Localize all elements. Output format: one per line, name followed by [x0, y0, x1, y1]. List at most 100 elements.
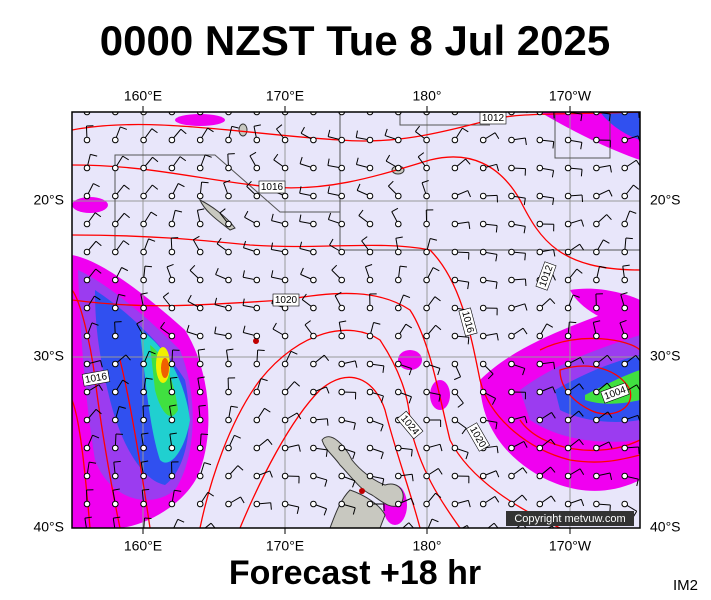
barb-flag — [125, 354, 131, 361]
barb-flag — [552, 197, 555, 205]
barb-station — [423, 332, 430, 340]
island-marker — [253, 338, 259, 344]
barb-station — [140, 276, 147, 284]
barb-flag — [242, 240, 247, 248]
barb-flag — [92, 434, 100, 439]
barb-station — [83, 388, 91, 396]
barb-station — [281, 276, 289, 284]
barb-station — [479, 360, 487, 368]
barb-flag — [524, 303, 528, 311]
barb-station — [366, 136, 374, 144]
barb-station — [168, 444, 176, 452]
island — [238, 123, 248, 137]
barb-flag — [242, 270, 245, 278]
barb-station — [338, 248, 346, 256]
barb-flag — [148, 238, 156, 242]
barb-station — [479, 164, 487, 172]
barb-flag — [100, 360, 103, 368]
barb-station — [253, 220, 261, 228]
barb-flag — [151, 184, 159, 190]
barb-flag — [405, 323, 413, 329]
barb-flag — [276, 124, 283, 130]
barb-station — [225, 332, 232, 340]
barb-flag — [572, 294, 580, 298]
copyright: Copyright metvuw.com — [514, 513, 625, 525]
barb-flag — [355, 157, 359, 165]
barb-flag — [524, 416, 528, 424]
barb-flag — [136, 319, 144, 325]
barb-station — [508, 136, 515, 144]
barb-flag — [327, 212, 332, 220]
barb-station — [112, 304, 119, 312]
barb-flag — [300, 126, 305, 134]
barb-station — [112, 220, 119, 228]
barb-station — [196, 360, 204, 368]
barb-flag — [421, 180, 429, 184]
image-id: IM2 — [673, 577, 698, 594]
barb-station — [395, 276, 402, 284]
barb-station — [253, 304, 261, 312]
barb-flag — [633, 184, 640, 190]
barb-station — [366, 416, 374, 424]
barb-station — [536, 472, 544, 480]
barb-station — [225, 500, 232, 508]
barb-flag — [270, 270, 274, 278]
barb-station — [140, 164, 147, 172]
barb-station — [83, 416, 91, 424]
barb-flag — [95, 408, 102, 415]
barb-flag — [391, 207, 399, 213]
barb-station — [112, 248, 119, 256]
barb-station — [395, 388, 402, 396]
barb-flag — [267, 438, 273, 445]
barb-flag — [175, 209, 183, 213]
barb-station — [281, 416, 289, 424]
barb-station — [564, 472, 572, 480]
barb-station — [338, 416, 346, 424]
barb-flag — [523, 441, 528, 448]
barb-station — [168, 164, 176, 172]
barb-flag — [323, 508, 328, 516]
barb-flag — [214, 297, 218, 305]
barb-station — [395, 164, 402, 172]
barb-flag — [551, 525, 554, 528]
barb-station — [593, 416, 600, 424]
barb-flag — [294, 381, 301, 387]
barb-station — [168, 472, 176, 480]
barb-flag — [382, 365, 385, 373]
rain-area — [161, 358, 169, 378]
barb-station — [593, 136, 600, 144]
latitude-label: 40°S — [33, 519, 64, 535]
barb-flag — [90, 153, 98, 157]
barb-station — [83, 500, 91, 508]
barb-station — [253, 276, 261, 284]
barb-station — [253, 360, 261, 368]
barb-flag — [467, 282, 470, 290]
barb-flag — [290, 350, 298, 355]
barb-station — [366, 388, 374, 396]
barb-station — [508, 248, 515, 256]
barb-station — [536, 164, 544, 172]
barb-flag — [180, 128, 187, 135]
barb-flag — [231, 125, 239, 129]
barb-station — [196, 220, 204, 228]
barb-station — [338, 360, 346, 368]
isobar — [72, 156, 640, 271]
barb-station — [338, 332, 346, 340]
latitude-label: 30°S — [33, 348, 64, 364]
barb-flag — [298, 444, 301, 452]
rain-area — [72, 197, 108, 213]
barb-station — [310, 304, 317, 312]
barb-station — [112, 276, 119, 284]
barb-station — [536, 416, 544, 424]
barb-station — [196, 500, 204, 508]
barb-station — [593, 472, 600, 480]
longitude-label: 180° — [413, 538, 442, 554]
barb-station — [112, 444, 119, 452]
barb-flag — [408, 522, 414, 528]
barb-flag — [496, 164, 500, 172]
barb-flag — [142, 488, 150, 491]
barb-station — [593, 164, 600, 172]
barb-flag — [388, 180, 394, 187]
